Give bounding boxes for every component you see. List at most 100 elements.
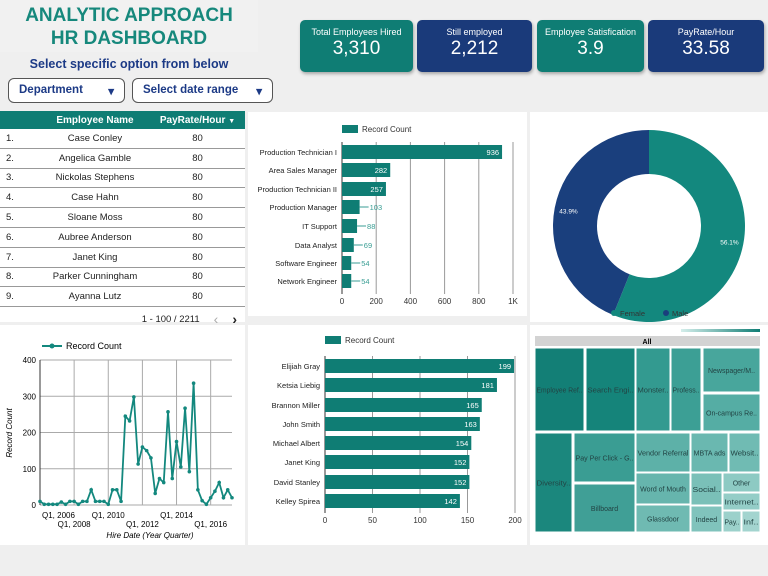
x-tick-label: 200 <box>508 516 522 525</box>
treemap-cell-label: Newspager/M.. <box>708 368 755 375</box>
table-row[interactable]: 9. Ayanna Lutz 80 <box>0 287 245 308</box>
x-tick-label: 0 <box>323 516 328 525</box>
job-title-bar-chart: 0 200 400 600 800 1K Record Count Production Te… <box>248 112 527 316</box>
data-point <box>153 491 157 496</box>
table-row[interactable]: 5. Sloane Moss 80 <box>0 208 245 228</box>
employee-name: Case Conley <box>67 132 123 144</box>
data-label: 88 <box>367 222 375 231</box>
data-point <box>230 495 234 500</box>
x-tick-label: 0 <box>340 297 345 306</box>
data-point <box>76 502 81 507</box>
legend-label: Record Count <box>66 341 122 351</box>
treemap-cell-label: Billboard <box>591 506 618 513</box>
pagination-label: 1 - 100 / 2211 <box>141 313 200 325</box>
data-label: 154 <box>456 439 469 448</box>
data-point <box>221 495 226 500</box>
category-label: Janet King <box>285 458 320 467</box>
row-index: 8. <box>6 271 14 283</box>
date-range-dropdown[interactable]: Select date range ▾ <box>132 78 273 103</box>
legend-label: Male <box>672 309 688 318</box>
treemap-cell <box>690 432 729 473</box>
row-index: 7. <box>6 251 14 263</box>
next-page-button[interactable]: › <box>232 311 237 328</box>
y-axis-title: Record Count <box>5 408 14 458</box>
kpi-satisfaction: Employee Satisfication 3.9 <box>537 20 644 72</box>
data-point <box>161 480 166 485</box>
treemap-cell-label: Other <box>733 481 751 488</box>
category-label: Elijiah Gray <box>282 362 321 371</box>
column-payrate[interactable]: PayRate/Hour ▼ <box>150 115 245 126</box>
category-label: Ketsia Liebig <box>277 381 320 390</box>
bar <box>342 219 358 233</box>
department-dropdown[interactable]: Department ▾ <box>8 78 125 103</box>
treemap-cell-label: On-campus Re.. <box>706 411 757 418</box>
table-row[interactable]: 1. Case Conley 80 <box>0 129 245 149</box>
treemap-cell-label: Vendor Referral <box>638 451 689 458</box>
kpi-still-employed: Still employed 2,212 <box>417 20 532 72</box>
treemap-cell-label: Indeed <box>696 517 718 524</box>
data-point <box>213 489 217 494</box>
treemap-root-label: All <box>643 339 652 346</box>
employee-name: Case Hahn <box>71 192 119 204</box>
table-row[interactable]: 2. Angelica Gamble 80 <box>0 149 245 169</box>
x-tick-label: 150 <box>461 516 475 525</box>
kpi-value: 2,212 <box>450 38 499 59</box>
data-point <box>191 381 196 385</box>
treemap-cell-label: Pay Per Click - G.. <box>576 456 634 463</box>
row-index: 1. <box>6 132 14 144</box>
legend-label: Female <box>620 309 645 318</box>
x-tick-label: 50 <box>368 516 377 525</box>
data-point <box>59 500 64 504</box>
payrate: 80 <box>192 192 203 204</box>
color-scale-legend <box>681 329 760 332</box>
y-tick-label: 100 <box>23 465 37 474</box>
treemap-cell-label: Inf.. <box>744 520 759 527</box>
bar <box>325 417 480 431</box>
bar <box>325 378 497 392</box>
prev-page-button[interactable]: ‹ <box>213 311 219 328</box>
data-point <box>225 487 230 492</box>
row-index: 9. <box>6 291 14 303</box>
x-tick-label: Q1, 2008 <box>58 520 91 529</box>
legend-swatch <box>342 125 358 133</box>
data-point <box>42 502 47 507</box>
y-tick-label: 200 <box>23 429 37 438</box>
treemap-cell <box>728 432 761 473</box>
treemap-cell-label: Monster.. <box>638 388 669 395</box>
treemap-cell <box>635 432 691 473</box>
legend-dot <box>49 343 55 349</box>
bar <box>325 359 515 373</box>
table-row[interactable]: 3. Nickolas Stephens 80 <box>0 169 245 189</box>
data-point <box>166 410 170 414</box>
data-label: 152 <box>454 478 467 487</box>
category-label: Production Technician II <box>258 185 338 194</box>
employee-name: Sloane Moss <box>67 212 123 224</box>
subtitle: Select specific option from below <box>29 57 229 71</box>
employee-bar-chart: 0 50 100 150 200 Record Count Elijiah Gray 199 K… <box>248 325 527 545</box>
data-point <box>80 499 85 504</box>
donut-slice-female <box>613 130 745 322</box>
data-point <box>46 502 51 507</box>
table-header: Employee Name PayRate/Hour ▼ <box>0 111 245 129</box>
treemap-cell-label: Internet.. <box>725 500 759 507</box>
treemap-root-header <box>535 336 760 346</box>
payrate: 80 <box>192 152 203 164</box>
data-point <box>179 465 183 469</box>
data-label: 69 <box>364 241 372 250</box>
data-point <box>187 469 192 474</box>
kpi-value: 3.9 <box>577 38 604 59</box>
bar <box>342 256 352 270</box>
treemap-cell-label: MBTA ads <box>694 451 726 458</box>
table-row[interactable]: 8. Parker Cunningham 80 <box>0 268 245 288</box>
data-point <box>89 487 93 492</box>
table-row[interactable]: 7. Janet King 80 <box>0 248 245 268</box>
data-point <box>208 495 213 500</box>
treemap-cell-label: Profess.. <box>673 388 700 395</box>
column-employee-name[interactable]: Employee Name <box>56 114 134 126</box>
table-row[interactable]: 4. Case Hahn 80 <box>0 188 245 209</box>
treemap-cell <box>722 510 742 533</box>
category-label: IT Support <box>302 222 338 231</box>
x-tick-label: Q1, 2012 <box>126 520 159 529</box>
table-row[interactable]: 6. Aubree Anderson 80 <box>0 228 245 248</box>
data-point <box>132 395 136 399</box>
